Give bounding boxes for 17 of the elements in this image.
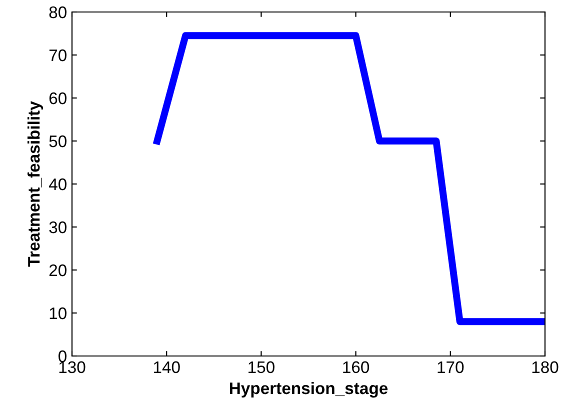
y-tick-label: 10 [50,307,66,320]
y-tick-label: 70 [49,49,66,62]
y-tick-label: 20 [49,264,66,276]
y-tick-label: 40 [48,178,66,190]
y-tick-label: 50 [49,135,66,148]
y-axis-title: Treatment_feasibility [28,101,44,267]
x-tick-label: 180 [532,361,558,374]
x-tick-label: 130 [59,361,86,374]
x-tick-label: 140 [154,361,180,374]
y-tick-label: 0 [58,350,66,362]
x-tick-label: 150 [248,361,274,374]
x-tick-label: 160 [343,361,370,374]
y-tick-label: 30 [49,221,66,234]
x-tick-label: 170 [438,361,464,374]
y-tick-label: 80 [49,6,66,18]
x-axis-title: Hypertension_stage [230,382,388,398]
y-tick-label: 60 [49,92,66,104]
